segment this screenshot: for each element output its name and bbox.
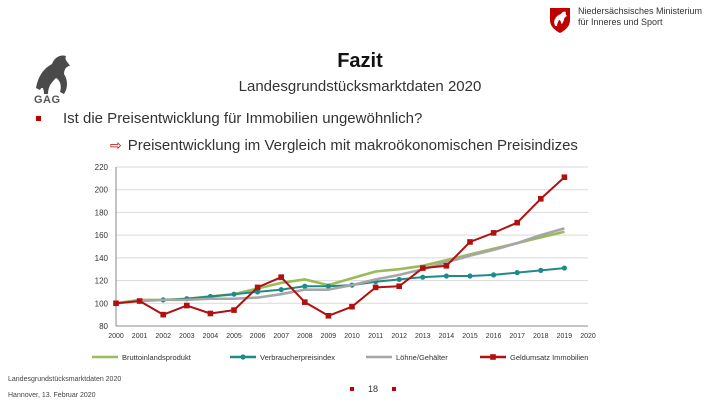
x-tick-label: 2004 [203,333,219,340]
data-point [372,284,379,291]
data-point [420,265,426,271]
x-tick-label: 2000 [108,333,124,340]
data-point [443,273,449,279]
x-tick-label: 2014 [439,333,455,340]
ministry-line-1: Niedersächsisches Ministerium [578,6,703,16]
y-tick-label: 220 [95,163,109,172]
page-number: 18 [336,384,410,394]
data-point [561,265,568,271]
data-point [490,230,497,236]
data-point [254,284,261,291]
x-tick-label: 2015 [462,333,478,340]
x-tick-label: 2018 [533,333,549,340]
x-tick-label: 2020 [580,333,596,340]
footer-line-2: Hannover, 13. Februar 2020 [8,392,96,399]
data-point [443,263,450,269]
bullet-square-icon [36,116,41,121]
data-point [302,283,308,289]
data-point [231,291,237,297]
x-tick-label: 2007 [273,333,289,340]
horse-logo-icon [36,55,70,94]
data-point [255,289,261,295]
x-tick-label: 2013 [415,333,431,340]
bullet-answer: ⇨ Preisentwicklung im Vergleich mit makr… [110,137,578,154]
x-tick-label: 2003 [179,333,195,340]
x-tick-label: 2008 [297,333,313,340]
y-tick-label: 140 [95,254,109,263]
data-point [278,287,284,293]
bullet-question-text: Ist die Preisentwicklung für Immobilien … [63,110,423,127]
x-tick-label: 2012 [391,333,407,340]
crest-icon [550,8,570,33]
data-point [491,272,497,278]
data-point [396,283,402,290]
bullet-answer-text: Preisentwicklung im Vergleich mit makroö… [127,137,578,154]
page-square-right-icon [392,387,397,391]
bullet-question: Ist die Preisentwicklung für Immobilien … [36,110,422,127]
legend-marker [240,354,246,360]
ministry-line-2: für Inneres und Sport [578,17,663,27]
data-point [160,311,166,318]
x-tick-label: 2009 [321,333,337,340]
page-title: Fazit [337,50,383,72]
legend-label: Bruttoinlandsprodukt [122,353,192,362]
data-point [349,303,355,310]
data-point [184,302,190,309]
y-tick-label: 200 [95,186,109,195]
data-point [467,273,473,279]
legend-label: Verbraucherpreisindex [260,353,335,362]
x-tick-label: 2006 [250,333,266,340]
data-point [396,276,402,283]
legend-label: Geldumsatz Immobilien [510,353,588,362]
y-tick-label: 120 [95,277,109,286]
x-tick-label: 2011 [368,333,383,340]
ministry-logo: Niedersächsisches Ministerium für Innere… [548,6,702,34]
x-tick-label: 2001 [132,333,148,340]
data-point [561,174,568,181]
data-point [467,239,473,245]
data-point [278,274,284,280]
data-point [113,300,119,307]
x-tick-label: 2010 [344,333,360,340]
logo-text: GAG [34,94,61,106]
x-tick-label: 2017 [509,333,525,340]
x-tick-label: 2005 [226,333,242,340]
data-point [231,307,237,313]
x-tick-label: 2019 [557,333,573,340]
y-tick-label: 160 [95,231,109,240]
series-line-3 [115,176,566,317]
page-subtitle: Landesgrundstücksmarktdaten 2020 [238,78,482,95]
data-point [420,274,426,280]
data-point [207,310,214,317]
y-tick-label: 180 [95,208,109,217]
page-square-left-icon [350,387,354,391]
series-line-0 [115,230,565,305]
data-point [325,312,332,319]
data-point [325,283,331,289]
x-tick-label: 2002 [155,333,171,340]
data-point [514,270,520,276]
data-point [514,219,520,226]
series-line-1 [115,267,565,305]
data-point [136,298,143,304]
page-number-text: 18 [368,384,379,394]
y-tick-label: 100 [95,299,109,308]
legend-marker [490,354,496,360]
data-point [538,267,544,273]
series-line-2 [115,227,565,305]
y-tick-label: 80 [99,322,108,331]
arrow-right-icon: ⇨ [110,137,122,153]
data-point [302,299,308,305]
data-point [538,196,544,202]
footer-line-1: Landesgrundstücksmarktdaten 2020 [8,376,122,383]
x-tick-label: 2016 [486,333,502,340]
legend-label: Löhne/Gehälter [396,353,448,362]
